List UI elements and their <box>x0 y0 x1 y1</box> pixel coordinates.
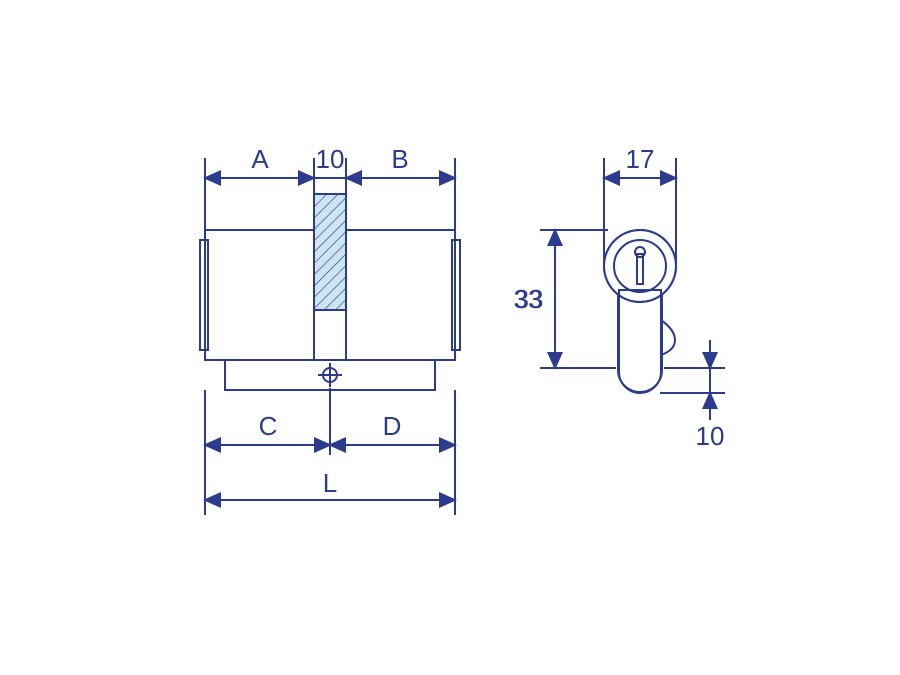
label-10-side: 10 <box>696 421 725 451</box>
label-17: 17 <box>626 144 655 174</box>
label-L: L <box>323 468 337 498</box>
label-A: A <box>251 144 269 174</box>
label-D: D <box>383 411 402 441</box>
label-33x: 33 <box>514 284 543 314</box>
dim-10-side: 10 <box>660 340 725 451</box>
label-C: C <box>259 411 278 441</box>
label-10-top: 10 <box>316 144 345 174</box>
dim-17: 17 <box>604 144 676 262</box>
label-B: B <box>391 144 408 174</box>
dim-L: L <box>205 468 455 500</box>
technical-drawing: A 10 B C D L <box>0 0 900 675</box>
cam <box>314 194 346 310</box>
side-view: A 10 B C D L <box>200 144 460 515</box>
front-view: 17 33 33 10 <box>514 144 725 451</box>
keyhole-slot <box>637 254 643 284</box>
cam-notch <box>661 320 675 355</box>
